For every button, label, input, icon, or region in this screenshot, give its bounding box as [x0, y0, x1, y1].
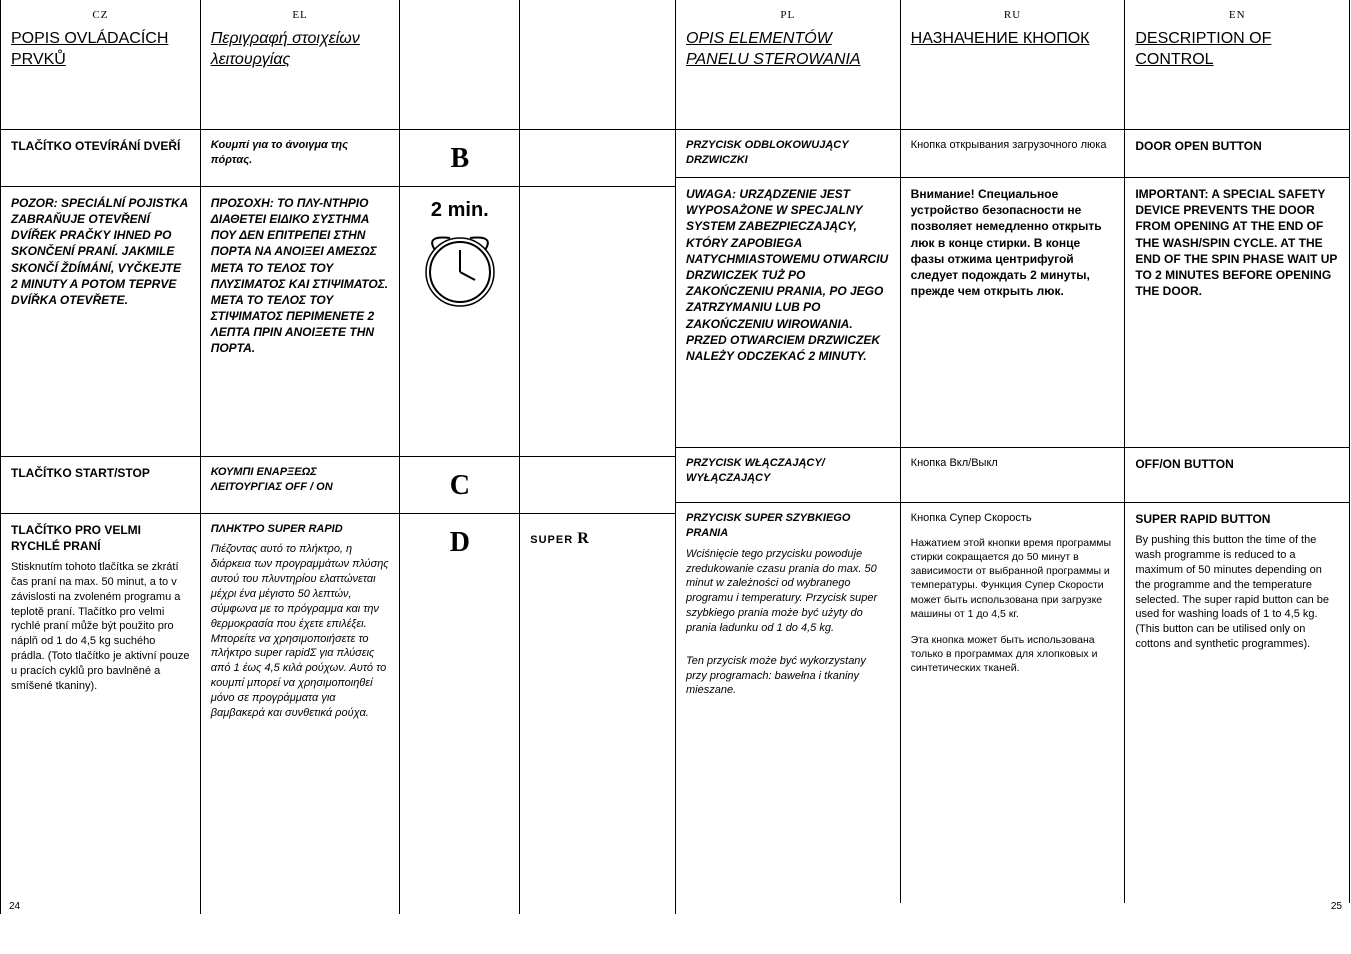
- rowD2-ru-body2: Эта кнопка может быть использована тольк…: [911, 633, 1115, 676]
- super-label: SUPER R: [530, 534, 590, 546]
- rowB2-pl-warn-cell: UWAGA: URZĄDZENIE JEST WYPOSAŻONE W SPEC…: [676, 178, 901, 447]
- super-r-icon: R: [577, 530, 590, 547]
- en-title: DESCRIPTION OF CONTROL: [1135, 29, 1339, 71]
- page-number-25: 25: [1327, 899, 1346, 914]
- rowB-head: TLAČÍTKO OTEVÍRÁNÍ DVEŘÍ Κουμπί για το ά…: [1, 130, 675, 187]
- rowC-blank: [520, 457, 675, 513]
- rowC2-en: OFF/ON BUTTON: [1125, 448, 1350, 502]
- header-row-2: PL OPIS ELEMENTÓW PANELU STEROWANIA RU Н…: [676, 0, 1350, 130]
- rowB-el-warn: ΠΡΟΣΟΧΗ: ΤΟ ΠΛΥ-ΝΤΗΡΙΟ ΔΙΑΘΕΤΕΙ ΕΙΔΙΚΟ Σ…: [211, 195, 390, 357]
- rowB2-pl-warn: UWAGA: URZĄDZENIE JEST WYPOSAŻONE W SPEC…: [686, 186, 890, 364]
- left-page: CZ POPIS OVLÁDACÍCH PRVKŮ EL Περιγραφή σ…: [0, 0, 675, 914]
- rowB-body: POZOR: SPECIÁLNÍ POJISTKA ZABRAŇUJE OTEV…: [1, 187, 675, 457]
- rowB2-head: PRZYCISK ODBLOKOWUJĄCY DRZWICZKI Кнопка …: [676, 130, 1350, 178]
- pl-badge: PL: [686, 8, 890, 23]
- super-text: SUPER: [530, 534, 573, 546]
- rowB-el-head-text: Κουμπί για το άνοιγμα της πόρτας.: [211, 139, 348, 166]
- rowD2-en-body: By pushing this button the time of the w…: [1135, 533, 1339, 652]
- rowD-cz: TLAČÍTKO PRO VELMI RYCHLÉ PRANÍ Stisknut…: [1, 514, 201, 914]
- rowB2-en-warn: IMPORTANT: A SPECIAL SAFETY DEVICE PREVE…: [1135, 186, 1339, 299]
- rowD-cz-body: Stisknutím tohoto tlačítka se zkrátí čas…: [11, 560, 190, 694]
- rowC2-ru: Кнопка Вкл/Выкл: [901, 448, 1126, 502]
- rowB2-ru-warn: Внимание! Специальное устройство безопас…: [911, 186, 1115, 299]
- rowC-cz: TLAČÍTKO START/STOP: [1, 457, 201, 513]
- right-page: PL OPIS ELEMENTÓW PANELU STEROWANIA RU Н…: [675, 0, 1350, 914]
- el-title: Περιγραφή στοιχείων λειτουργίας: [211, 29, 390, 71]
- rowB-el-warn-cell: ΠΡΟΣΟΧΗ: ΤΟ ΠΛΥ-ΝΤΗΡΙΟ ΔΙΑΘΕΤΕΙ ΕΙΔΙΚΟ Σ…: [201, 187, 401, 456]
- rowC2-pl: PRZYCISK WŁĄCZAJĄCY/ WYŁĄCZAJĄCY: [676, 448, 901, 502]
- rowB2-ru-warn-cell: Внимание! Специальное устройство безопас…: [901, 178, 1126, 447]
- rowD-el-head: ΠΛΗΚΤΡΟ SUPER RAPID: [211, 522, 390, 537]
- rowC2-pl-text: PRZYCISK WŁĄCZAJĄCY/ WYŁĄCZAJĄCY: [686, 457, 825, 484]
- ru-title: НАЗНАЧЕНИЕ КНОПОК: [911, 29, 1115, 50]
- letter-D: D: [450, 524, 470, 562]
- rowB-clock-cell: 2 min.: [400, 187, 520, 456]
- header-el: EL Περιγραφή στοιχείων λειτουργίας: [201, 0, 401, 129]
- rowD-cz-head: TLAČÍTKO PRO VELMI RYCHLÉ PRANÍ: [11, 522, 190, 554]
- rowB-cz-warn-cell: POZOR: SPECIÁLNÍ POJISTKA ZABRAŇUJE OTEV…: [1, 187, 201, 456]
- page-number-24: 24: [5, 899, 24, 914]
- clock-icon: [420, 230, 500, 310]
- rowB-cz-head-text: TLAČÍTKO OTEVÍRÁNÍ DVEŘÍ: [11, 139, 180, 153]
- header-pl: PL OPIS ELEMENTÓW PANELU STEROWANIA: [676, 0, 901, 129]
- header-blank1: [400, 0, 520, 129]
- rowC2-ru-text: Кнопка Вкл/Выкл: [911, 457, 998, 469]
- letter-B: B: [450, 140, 469, 178]
- rowB2-en-head: DOOR OPEN BUTTON: [1125, 130, 1350, 177]
- rowD2: PRZYCISK SUPER SZYBKIEGO PRANIA Wciśnięc…: [676, 503, 1350, 903]
- rowB2-en-head-text: DOOR OPEN BUTTON: [1135, 139, 1261, 153]
- header-cz: CZ POPIS OVLÁDACÍCH PRVKŮ: [1, 0, 201, 129]
- header-en: EN DESCRIPTION OF CONTROL: [1125, 0, 1350, 129]
- rowC2: PRZYCISK WŁĄCZAJĄCY/ WYŁĄCZAJĄCY Кнопка …: [676, 448, 1350, 503]
- rowD: TLAČÍTKO PRO VELMI RYCHLÉ PRANÍ Stisknut…: [1, 514, 675, 914]
- pl-title: OPIS ELEMENTÓW PANELU STEROWANIA: [686, 29, 890, 71]
- rowB-blank2: [520, 187, 675, 456]
- rowC: TLAČÍTKO START/STOP ΚΟΥΜΠΙ ΕΝΑΡΞΕΩΣ ΛΕΙΤ…: [1, 457, 675, 514]
- rowD2-en: SUPER RAPID BUTTON By pushing this butto…: [1125, 503, 1350, 903]
- rowD2-pl-body2: Ten przycisk może być wykorzystany przy …: [686, 654, 890, 699]
- ru-badge: RU: [911, 8, 1115, 23]
- cz-title: POPIS OVLÁDACÍCH PRVKŮ: [11, 29, 190, 71]
- rowD2-ru: Кнопка Супер Скорость Нажатием этой кноп…: [901, 503, 1126, 903]
- rowB2-ru-head: Кнопка открывания загрузочного люка: [901, 130, 1126, 177]
- rowD-super-cell: SUPER R: [520, 514, 675, 914]
- rowC-el-text: ΚΟΥΜΠΙ ΕΝΑΡΞΕΩΣ ΛΕΙΤΟΥΡΓΙΑΣ OFF / ON: [211, 466, 333, 493]
- header-ru: RU НАЗНАЧЕНИЕ КНОПОК: [901, 0, 1126, 129]
- rowD2-pl-head: PRZYCISK SUPER SZYBKIEGO PRANIA: [686, 511, 890, 541]
- rowB-blank: [520, 130, 675, 186]
- rowB-el-head: Κουμπί για το άνοιγμα της πόρτας.: [201, 130, 401, 186]
- rowB2-ru-head-text: Кнопка открывания загрузочного люка: [911, 139, 1107, 151]
- rowD-el: ΠΛΗΚΤΡΟ SUPER RAPID Πιέζοντας αυτό το πλ…: [201, 514, 401, 914]
- rowB2-body: UWAGA: URZĄDZENIE JEST WYPOSAŻONE W SPEC…: [676, 178, 1350, 448]
- header-row: CZ POPIS OVLÁDACÍCH PRVKŮ EL Περιγραφή σ…: [1, 0, 675, 130]
- rowB2-pl-head-text: PRZYCISK ODBLOKOWUJĄCY DRZWICZKI: [686, 139, 848, 166]
- en-badge: EN: [1135, 8, 1339, 23]
- rowD-letter-cell: D: [400, 514, 520, 914]
- rowB-cz-head: TLAČÍTKO OTEVÍRÁNÍ DVEŘÍ: [1, 130, 201, 186]
- rowD2-ru-body1: Нажатием этой кнопки время программы сти…: [911, 536, 1115, 621]
- el-badge: EL: [211, 8, 390, 23]
- rowC-letter-cell: C: [400, 457, 520, 513]
- rowB2-en-warn-cell: IMPORTANT: A SPECIAL SAFETY DEVICE PREVE…: [1125, 178, 1350, 447]
- rowC2-en-text: OFF/ON BUTTON: [1135, 457, 1233, 471]
- two-min-label: 2 min.: [431, 197, 489, 224]
- rowD2-en-head: SUPER RAPID BUTTON: [1135, 511, 1339, 527]
- letter-C: C: [450, 467, 470, 505]
- rowD-el-body: Πιέζοντας αυτό το πλήκτρο, η διάρκεια τω…: [211, 542, 390, 720]
- rowB-letter-cell: B: [400, 130, 520, 186]
- header-blank2: [520, 0, 675, 129]
- rowB-cz-warn: POZOR: SPECIÁLNÍ POJISTKA ZABRAŇUJE OTEV…: [11, 195, 190, 308]
- rowC-el: ΚΟΥΜΠΙ ΕΝΑΡΞΕΩΣ ΛΕΙΤΟΥΡΓΙΑΣ OFF / ON: [201, 457, 401, 513]
- cz-badge: CZ: [11, 8, 190, 23]
- rowC-cz-text: TLAČÍTKO START/STOP: [11, 466, 150, 480]
- rowD2-pl: PRZYCISK SUPER SZYBKIEGO PRANIA Wciśnięc…: [676, 503, 901, 903]
- rowB2-pl-head: PRZYCISK ODBLOKOWUJĄCY DRZWICZKI: [676, 130, 901, 177]
- rowD2-pl-body1: Wciśnięcie tego przycisku powoduje zredu…: [686, 547, 890, 636]
- rowD2-ru-head: Кнопка Супер Скорость: [911, 511, 1115, 526]
